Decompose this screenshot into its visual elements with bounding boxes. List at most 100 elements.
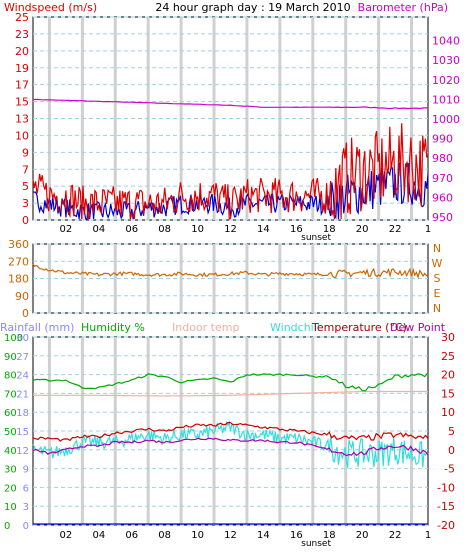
direction-tick-label: 360 <box>8 238 29 251</box>
wind-tick-label: 5 <box>22 180 29 193</box>
wind-tick-label: 15 <box>15 96 29 109</box>
wind-tick-label: 19 <box>15 62 29 75</box>
temp-x-tick-label: 14 <box>257 530 270 541</box>
humidity-tick-label: 30 <box>4 465 17 476</box>
barometer-line <box>32 98 428 110</box>
wind-x-tick-label: 12 <box>224 224 237 235</box>
temperature-tick-label: 15 <box>441 387 455 400</box>
barometer-axis-label: Barometer (hPa) <box>358 1 448 14</box>
dewpoint-axis-label: Dew Point <box>390 321 446 334</box>
barometer-tick-label: 950 <box>432 211 453 224</box>
compass-label: W <box>432 257 443 270</box>
temperature-axis-label: Temperature (°C) <box>311 321 407 334</box>
compass-label: E <box>434 287 441 300</box>
barometer-tick-label: 1020 <box>432 74 460 87</box>
temperature-tick-label: 25 <box>441 350 455 363</box>
humidity-line <box>32 372 429 392</box>
wind-x-tick-label: 1 <box>425 224 431 235</box>
wind-x-tick-label: 08 <box>158 224 171 235</box>
barometer-tick-label: 960 <box>432 191 453 204</box>
temp-x-tick-label: 18 <box>323 530 336 541</box>
temperature-tick-label: 30 <box>441 331 455 344</box>
wind-x-tick-label: 04 <box>92 224 105 235</box>
humidity-axis-label: Humidity % <box>81 321 145 334</box>
temp-x-tick-label: 1 <box>425 530 431 541</box>
wind-tick-label: 7 <box>22 163 29 176</box>
windchill-axis-label: Windchill <box>270 321 320 334</box>
indoor-temp-line <box>33 390 428 397</box>
direction-tick-label: 180 <box>8 273 29 286</box>
temperature-line <box>32 421 429 442</box>
wind-x-tick-label: 22 <box>389 224 402 235</box>
barometer-tick-label: 1040 <box>432 35 460 48</box>
humidity-tick-label: 0 <box>4 521 10 532</box>
temperature-tick-label: 5 <box>448 425 455 438</box>
temp-x-tick-label: 20 <box>356 530 369 541</box>
barometer-tick-label: 1000 <box>432 113 460 126</box>
temperature-tick-label: -15 <box>437 500 455 513</box>
rainfall-tick-label: 3 <box>23 502 29 513</box>
wind-x-tick-label: 06 <box>125 224 138 235</box>
humidity-tick-label: 50 <box>4 427 17 438</box>
wind-tick-label: 25 <box>15 11 29 24</box>
temperature-tick-label: -10 <box>437 481 455 494</box>
wind-x-tick-label: 18 <box>323 224 336 235</box>
wind-tick-label: 17 <box>15 79 29 92</box>
humidity-tick-label: 80 <box>4 371 17 382</box>
rainfall-tick-label: 15 <box>16 427 29 438</box>
wind-x-tick-label: 10 <box>191 224 204 235</box>
wind-tick-label: 10 <box>15 129 29 142</box>
temp-x-tick-label: 02 <box>60 530 73 541</box>
temperature-tick-label: 10 <box>441 406 455 419</box>
compass-label: N <box>433 242 441 255</box>
wind-tick-label: 9 <box>22 146 29 159</box>
rainfall-tick-label: 27 <box>16 352 29 363</box>
rainfall-tick-label: 18 <box>16 408 29 419</box>
temp-x-tick-label: 04 <box>92 530 105 541</box>
temperature-tick-label: -20 <box>437 519 455 532</box>
indoor-temp-axis-label: Indoor temp <box>172 321 239 334</box>
rainfall-tick-label: 21 <box>16 389 29 400</box>
wind-x-tick-label: 14 <box>257 224 270 235</box>
wind-tick-label: 20 <box>15 45 29 58</box>
compass-label: N <box>433 302 441 315</box>
rainfall-tick-label: 12 <box>16 446 29 457</box>
windspeed-axis-label: Windspeed (m/s) <box>4 1 97 14</box>
humidity-tick-label: 90 <box>4 352 17 363</box>
sunset-label-bottom: sunset <box>301 539 331 549</box>
barometer-tick-label: 990 <box>432 133 453 146</box>
barometer-tick-label: 980 <box>432 152 453 165</box>
chart-title: 24 hour graph day : 19 March 2010 <box>155 1 350 14</box>
temp-x-tick-label: 16 <box>290 530 303 541</box>
windchill-line <box>32 420 429 469</box>
direction-tick-label: 90 <box>15 290 29 303</box>
barometer-tick-label: 970 <box>432 172 453 185</box>
humidity-tick-label: 100 <box>4 333 23 344</box>
humidity-tick-label: 20 <box>4 483 17 494</box>
wind-x-tick-label: 16 <box>290 224 303 235</box>
wind-x-tick-label: 02 <box>60 224 73 235</box>
rainfall-axis-label: Rainfall (mm) <box>0 321 74 334</box>
temperature-tick-label: 0 <box>448 444 455 457</box>
temp-x-tick-label: 08 <box>158 530 171 541</box>
direction-tick-label: 270 <box>8 255 29 268</box>
temp-x-tick-label: 12 <box>224 530 237 541</box>
compass-label: S <box>434 272 441 285</box>
dewpoint-line <box>32 437 429 457</box>
direction-tick-label: 0 <box>22 307 29 320</box>
barometer-tick-label: 1010 <box>432 93 460 106</box>
humidity-tick-label: 10 <box>4 502 17 513</box>
rainfall-tick-label: 0 <box>23 521 29 532</box>
temperature-tick-label: 20 <box>441 369 455 382</box>
rainfall-tick-label: 24 <box>16 371 29 382</box>
humidity-tick-label: 60 <box>4 408 17 419</box>
temp-x-tick-label: 06 <box>125 530 138 541</box>
humidity-tick-label: 40 <box>4 446 17 457</box>
humidity-tick-label: 70 <box>4 389 17 400</box>
sunset-label: sunset <box>301 233 331 243</box>
wind-direction-line <box>32 263 429 280</box>
wind-tick-label: 0 <box>22 214 29 227</box>
temperature-tick-label: -5 <box>444 463 455 476</box>
wind-x-tick-label: 20 <box>356 224 369 235</box>
